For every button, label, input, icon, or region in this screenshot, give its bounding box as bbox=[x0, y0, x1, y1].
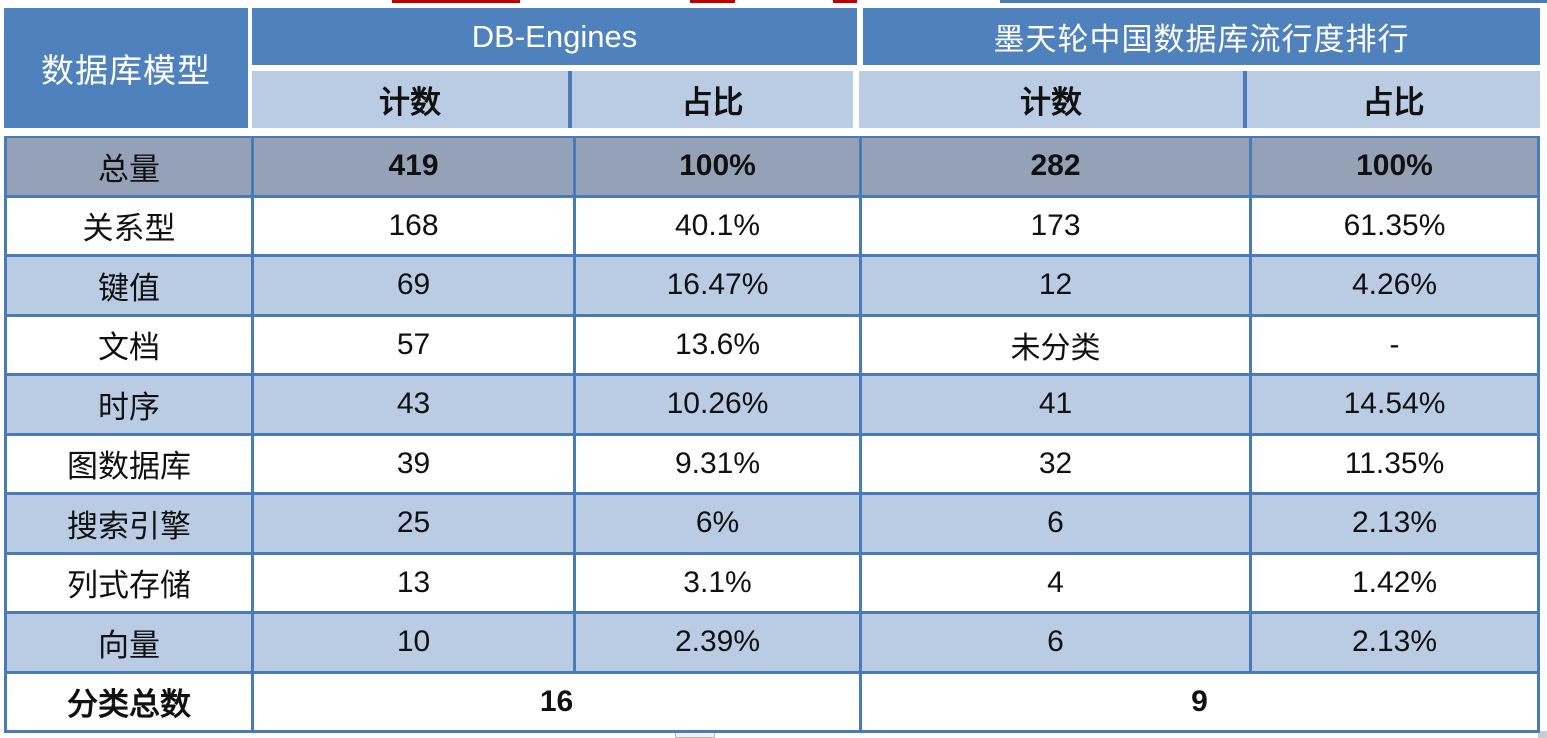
cell-dbe-share: 2.39% bbox=[576, 614, 862, 671]
cell-mtl-count: 6 bbox=[862, 614, 1252, 671]
group-header-motianlun: 墨天轮中国数据库流行度排行 bbox=[863, 8, 1540, 65]
top-red-mark-artifact bbox=[833, 0, 857, 3]
cell-dbe-category-total: 16 bbox=[254, 673, 862, 730]
cell-mtl-share: 14.54% bbox=[1343, 387, 1446, 421]
cell-mtl-share: 61.35% bbox=[1343, 208, 1446, 242]
table-row: 搜索引擎 25 6% 6 2.13% bbox=[7, 495, 1537, 555]
cell-dbe-share: 13.6% bbox=[576, 316, 862, 373]
cell-dbe-share: 6% bbox=[576, 495, 862, 552]
cell-mtl-category-total: 9 bbox=[1191, 684, 1208, 718]
subheader-mtl-share: 占比 bbox=[1247, 71, 1540, 128]
row-label: 关系型 bbox=[7, 197, 254, 254]
cell-mtl-count: 未分类 bbox=[862, 316, 1252, 373]
table-row: 列式存储 13 3.1% 4 1.42% bbox=[7, 554, 1537, 614]
table-header: 数据库模型 DB-Engines 墨天轮中国数据库流行度排行 计数 占比 计数 … bbox=[4, 8, 1540, 128]
cell-dbe-count: 39 bbox=[254, 435, 576, 492]
header-body-separator bbox=[4, 128, 1540, 136]
cell-dbe-count: 10 bbox=[254, 614, 576, 671]
row-label: 图数据库 bbox=[7, 435, 254, 492]
top-blue-line-artifact bbox=[1000, 0, 1547, 3]
cell-dbe-count: 57 bbox=[254, 316, 576, 373]
table-row-total: 总量 419 100% 282 100% bbox=[7, 138, 1537, 198]
table-row-category-totals: 分类总数 16 9 bbox=[7, 673, 1537, 733]
cell-mtl-count: 282 bbox=[862, 138, 1252, 195]
table-row: 时序 43 10.26% 41 14.54% bbox=[7, 376, 1537, 436]
cell-dbe-count: 419 bbox=[254, 138, 576, 195]
table-row: 键值 69 16.47% 12 4.26% bbox=[7, 257, 1537, 317]
cell-mtl-share: 1.42% bbox=[1351, 565, 1438, 599]
group-header-db-engines: DB-Engines bbox=[252, 8, 857, 65]
cell-dbe-share: 100% bbox=[576, 138, 862, 195]
subheader-dbe-count: 计数 bbox=[252, 71, 572, 128]
table-row: 文档 57 13.6% 未分类 - bbox=[7, 316, 1537, 376]
cell-dbe-share: 40.1% bbox=[576, 197, 862, 254]
cell-mtl-share: 2.13% bbox=[1351, 506, 1438, 540]
cell-dbe-share: 9.31% bbox=[576, 435, 862, 492]
table-row: 图数据库 39 9.31% 32 11.35% bbox=[7, 435, 1537, 495]
cell-dbe-share: 16.47% bbox=[576, 257, 862, 314]
subheader-dbe-share: 占比 bbox=[572, 71, 853, 128]
subheader-mtl-count: 计数 bbox=[859, 71, 1247, 128]
database-model-comparison-table: 数据库模型 DB-Engines 墨天轮中国数据库流行度排行 计数 占比 计数 … bbox=[4, 8, 1540, 733]
cell-mtl-count: 41 bbox=[862, 376, 1252, 433]
cell-mtl-count: 4 bbox=[862, 554, 1252, 611]
cell-dbe-count: 69 bbox=[254, 257, 576, 314]
corner-header-cell: 数据库模型 bbox=[4, 8, 248, 128]
table-row: 关系型 168 40.1% 173 61.35% bbox=[7, 197, 1537, 257]
cell-mtl-share: 4.26% bbox=[1351, 268, 1438, 302]
top-red-mark-artifact bbox=[392, 0, 520, 3]
cell-mtl-share: - bbox=[1389, 327, 1400, 361]
cell-mtl-share: 100% bbox=[1356, 149, 1433, 183]
scrollbar-corner-artifact bbox=[1538, 731, 1547, 738]
row-label: 文档 bbox=[7, 316, 254, 373]
cell-dbe-count: 13 bbox=[254, 554, 576, 611]
cell-mtl-count: 32 bbox=[862, 435, 1252, 492]
cell-mtl-share: 11.35% bbox=[1344, 446, 1445, 480]
table-row: 向量 10 2.39% 6 2.13% bbox=[7, 614, 1537, 674]
cell-dbe-share: 3.1% bbox=[576, 554, 862, 611]
row-label: 列式存储 bbox=[7, 554, 254, 611]
cell-dbe-count: 168 bbox=[254, 197, 576, 254]
cell-dbe-count: 25 bbox=[254, 495, 576, 552]
row-label: 向量 bbox=[7, 614, 254, 671]
cell-dbe-share: 10.26% bbox=[576, 376, 862, 433]
row-label: 总量 bbox=[7, 138, 254, 195]
row-label: 分类总数 bbox=[7, 673, 254, 730]
row-label: 搜索引擎 bbox=[7, 495, 254, 552]
cell-mtl-count: 173 bbox=[862, 197, 1252, 254]
row-label: 键值 bbox=[7, 257, 254, 314]
cell-mtl-count: 6 bbox=[862, 495, 1252, 552]
row-label: 时序 bbox=[7, 376, 254, 433]
cell-mtl-count: 12 bbox=[862, 257, 1252, 314]
cell-dbe-count: 43 bbox=[254, 376, 576, 433]
cell-mtl-share: 2.13% bbox=[1351, 625, 1438, 659]
table-body: 总量 419 100% 282 100% 关系型 168 40.1% 173 6… bbox=[4, 136, 1540, 733]
top-red-mark-artifact bbox=[690, 0, 735, 3]
